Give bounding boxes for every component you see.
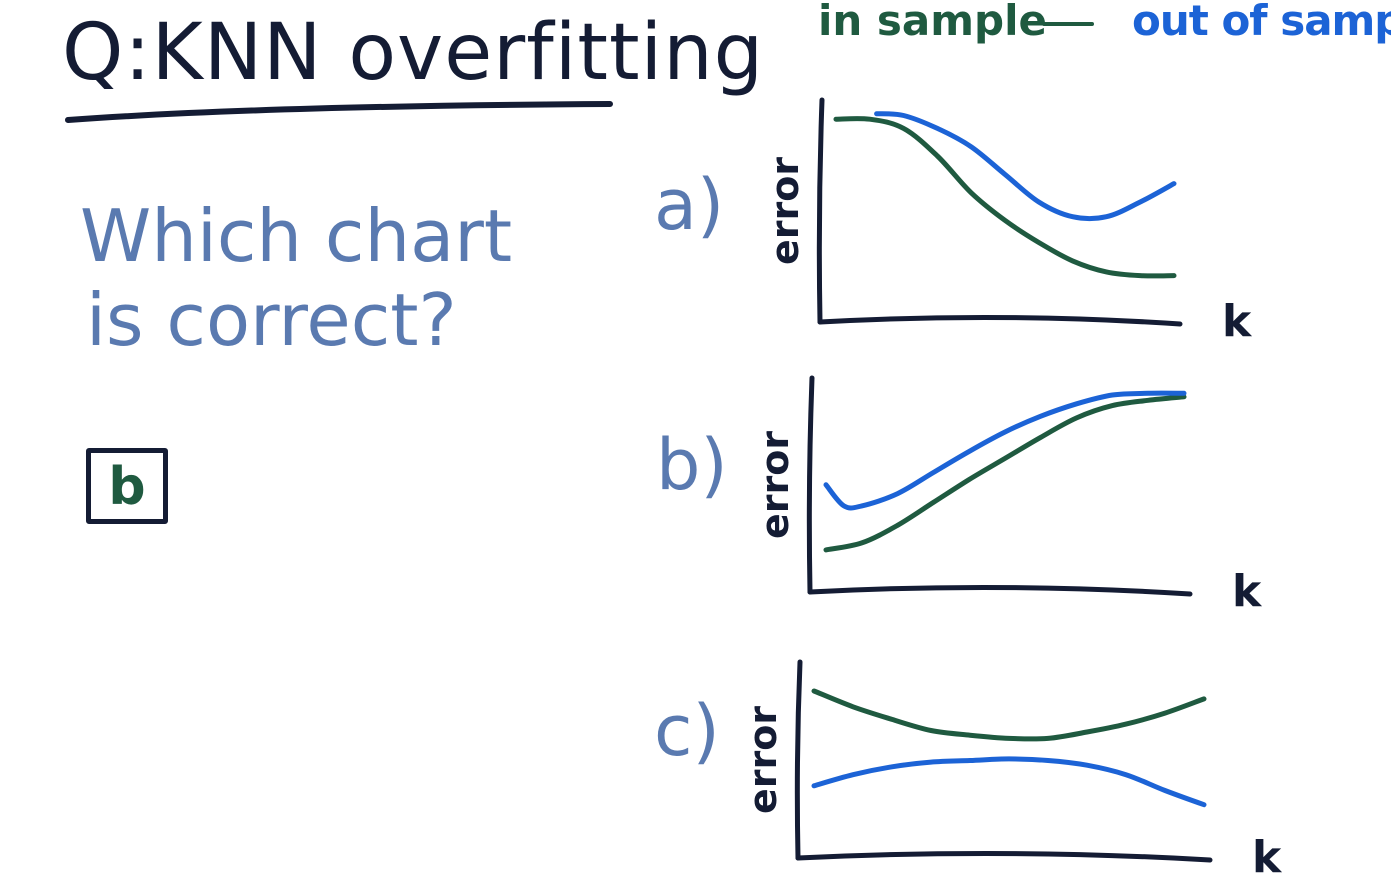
answer-box[interactable]: b: [86, 448, 168, 524]
chart-3-ylabel: error: [741, 706, 785, 814]
chart-1-series-in-sample: [833, 116, 1177, 279]
chart-2-y-axis: [806, 375, 815, 595]
chart-1-ylabel: error: [763, 157, 807, 265]
chart-2-x-axis: [807, 584, 1193, 597]
chart-2-series-in-sample: [823, 394, 1187, 553]
chart-2-ylabel: error: [753, 431, 797, 539]
chart-1-x-axis: [817, 314, 1183, 327]
answer-text: b: [108, 457, 146, 517]
chart-2: error k: [753, 375, 1263, 617]
chart-2-series-out-of-sample: [823, 390, 1187, 511]
chart-1-xlabel: k: [1222, 296, 1253, 347]
chart-1-series-out-of-sample: [874, 111, 1177, 222]
legend-in-sample: in sample: [818, 0, 1047, 45]
chart-3-series-in-sample: [811, 688, 1207, 742]
page-title: Q:KNN overfitting: [62, 8, 765, 98]
option-label-c: c): [654, 690, 720, 772]
legend-separator: [1042, 22, 1094, 26]
question-line-2: is correct?: [86, 278, 457, 362]
chart-3-x-axis: [795, 850, 1213, 863]
chart-3-y-axis: [794, 659, 803, 861]
chart-1: error k: [763, 97, 1253, 347]
chart-3-series-out-of-sample: [811, 756, 1207, 808]
chart-2-xlabel: k: [1232, 566, 1263, 617]
question-line-1: Which chart: [80, 194, 513, 278]
option-label-a: a): [654, 164, 725, 246]
option-label-b: b): [656, 424, 728, 506]
chart-1-y-axis: [816, 97, 825, 325]
chart-3: error k: [741, 659, 1283, 875]
chart-3-xlabel: k: [1252, 832, 1283, 875]
title-underline: [65, 101, 613, 123]
legend-out-of-sample: out of sample: [1132, 0, 1391, 45]
